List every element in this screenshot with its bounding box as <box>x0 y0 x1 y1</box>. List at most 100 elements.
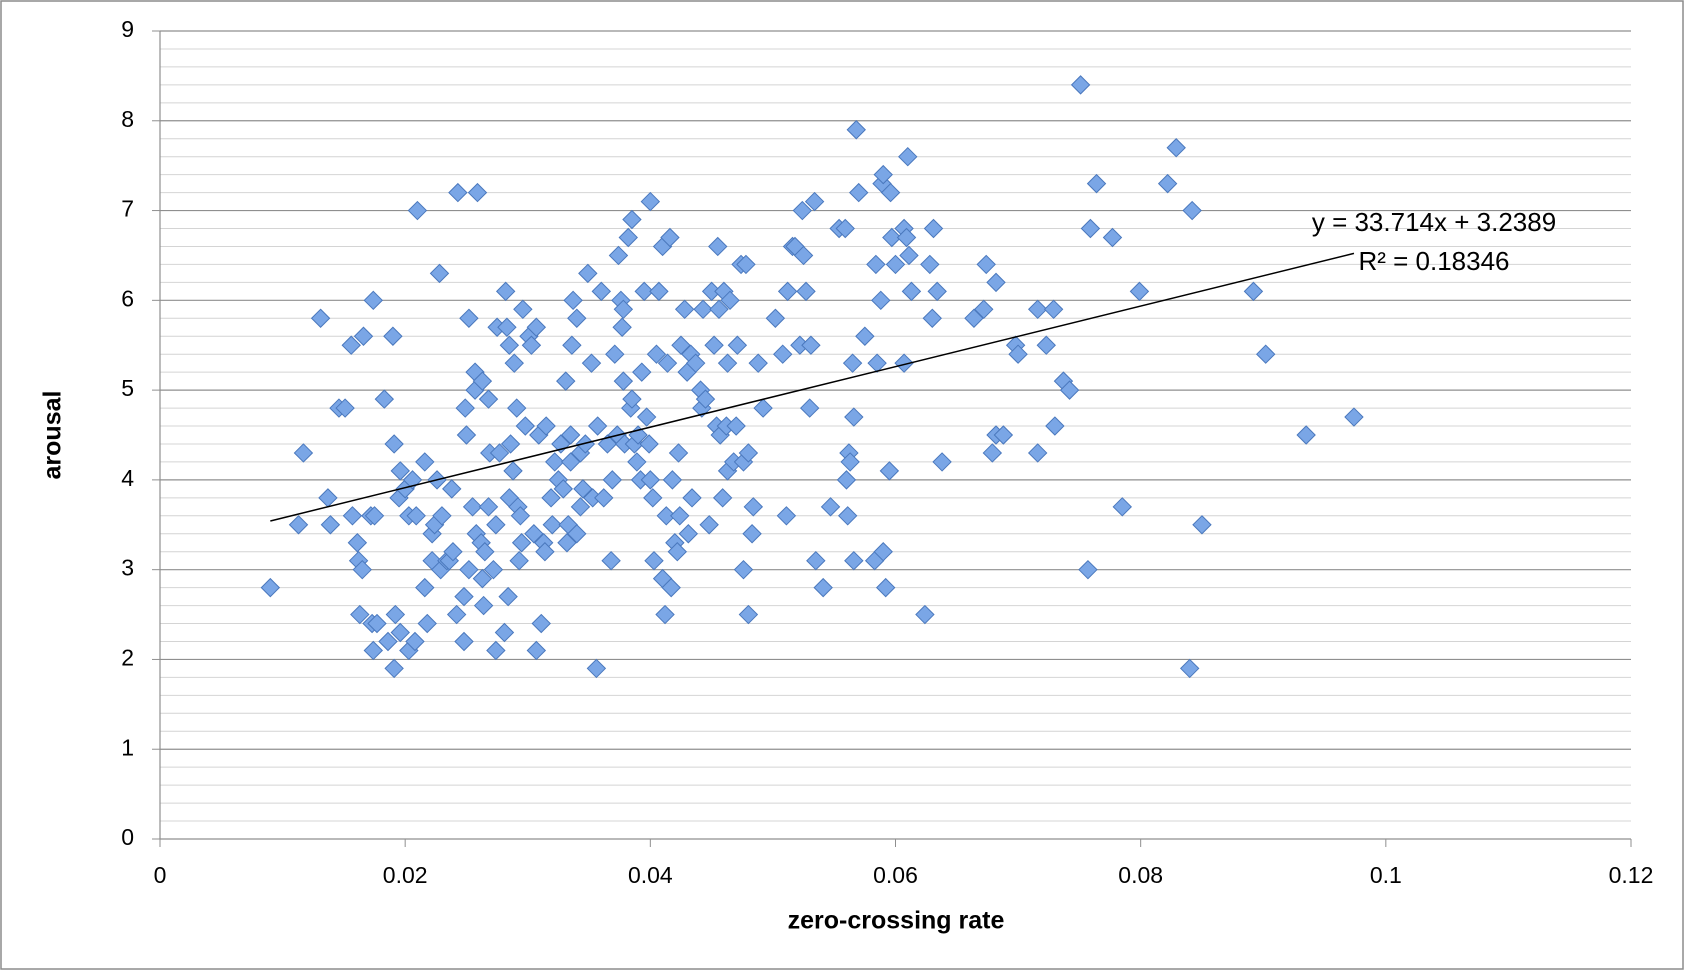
data-point <box>627 452 647 472</box>
data-point <box>390 461 410 481</box>
data-point <box>353 326 374 346</box>
data-point <box>456 425 477 445</box>
x-tick-label: 0.08 <box>1118 862 1163 888</box>
data-point <box>567 308 587 328</box>
data-point <box>743 497 764 517</box>
data-point <box>442 479 462 499</box>
data-point <box>866 254 886 275</box>
data-point <box>443 542 463 562</box>
data-point <box>636 407 657 427</box>
data-point <box>736 254 756 275</box>
data-point <box>601 550 621 571</box>
data-point <box>563 290 583 311</box>
data-point <box>776 506 797 526</box>
data-point <box>842 353 863 373</box>
data-point <box>486 640 506 661</box>
data-point <box>587 416 608 436</box>
data-point <box>932 452 952 472</box>
data-point <box>510 506 531 526</box>
data-point <box>678 524 699 544</box>
data-point <box>455 398 475 418</box>
data-point <box>792 200 813 221</box>
data-point <box>1070 75 1091 95</box>
data-point <box>867 353 887 373</box>
data-point <box>495 281 516 302</box>
data-point <box>497 317 517 337</box>
data-point <box>367 613 387 634</box>
data-point <box>1192 515 1212 535</box>
data-point <box>1243 281 1264 302</box>
data-point <box>622 209 642 230</box>
data-point <box>657 353 678 373</box>
data-point <box>581 353 602 373</box>
data-point <box>573 479 593 499</box>
y-tick-label: 7 <box>121 196 134 222</box>
data-point <box>644 550 664 571</box>
data-point <box>1045 416 1065 436</box>
data-point <box>364 506 385 526</box>
data-point <box>526 640 547 661</box>
y-tick-label: 4 <box>121 465 134 491</box>
data-point <box>738 604 759 625</box>
data-point <box>837 506 858 526</box>
data-point <box>875 577 896 598</box>
data-point <box>405 631 425 652</box>
data-point <box>899 245 919 266</box>
data-point <box>974 299 994 320</box>
data-point <box>885 254 906 275</box>
y-tick-label: 5 <box>121 375 134 401</box>
data-point <box>507 398 527 418</box>
x-tick-label: 0.1 <box>1370 862 1402 888</box>
data-point <box>844 550 864 571</box>
data-point <box>475 542 495 562</box>
data-point <box>896 227 917 248</box>
data-point <box>1182 200 1202 221</box>
data-point <box>526 317 547 337</box>
data-point <box>542 515 562 535</box>
data-point <box>804 191 825 212</box>
data-point <box>342 506 363 526</box>
data-point <box>509 550 529 571</box>
data-point <box>806 550 826 571</box>
data-point <box>567 524 587 544</box>
data-point <box>1027 443 1048 463</box>
data-point <box>363 290 384 311</box>
data-point <box>562 335 582 355</box>
data-point <box>1059 380 1080 400</box>
data-point <box>385 604 406 625</box>
data-point <box>535 542 555 562</box>
data-point <box>384 658 404 679</box>
data-point <box>618 227 638 248</box>
data-point <box>553 479 574 499</box>
data-point <box>796 281 816 302</box>
data-point <box>1296 425 1316 445</box>
data-point <box>993 425 1014 445</box>
data-point <box>1157 173 1178 194</box>
data-point <box>578 263 598 284</box>
data-point <box>643 488 663 508</box>
data-point <box>504 353 524 373</box>
data-point <box>524 524 544 544</box>
data-point <box>844 407 864 427</box>
data-point <box>709 299 729 320</box>
data-point <box>661 577 681 598</box>
data-point <box>649 281 669 302</box>
data-point <box>748 353 768 373</box>
data-point <box>560 425 581 445</box>
data-point <box>1112 497 1132 517</box>
data-point <box>720 290 740 311</box>
data-point <box>801 335 821 355</box>
data-point <box>699 515 719 535</box>
data-point <box>494 622 515 643</box>
data-point <box>483 559 504 580</box>
data-point <box>849 182 869 203</box>
x-tick-label: 0.12 <box>1609 862 1654 888</box>
data-point <box>871 290 891 311</box>
data-point <box>350 604 370 625</box>
data-point <box>632 362 652 382</box>
data-point <box>448 182 468 203</box>
data-point <box>820 497 841 517</box>
data-point <box>813 577 833 598</box>
data-point <box>335 398 355 418</box>
data-point <box>515 416 536 436</box>
